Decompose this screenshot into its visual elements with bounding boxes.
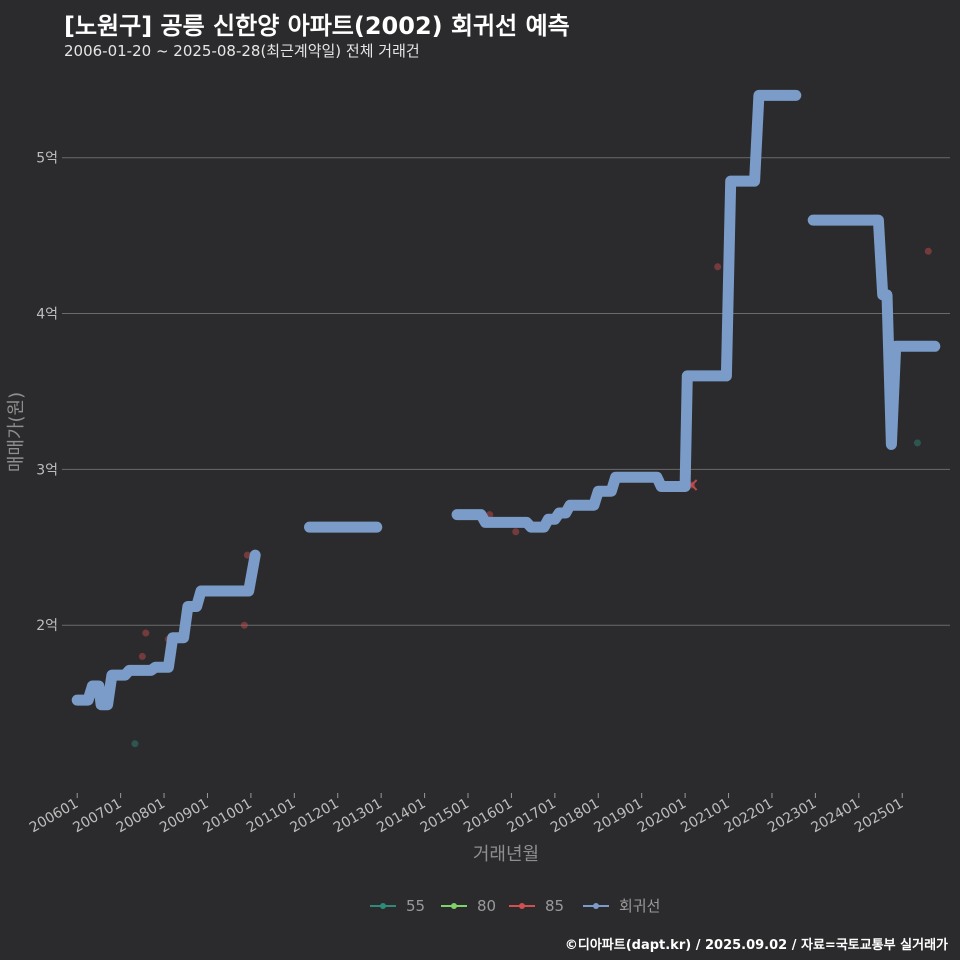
data-point-85 [512,528,520,536]
source-credit: ©디아파트(dapt.kr) / 2025.09.02 / 자료=국토교통부 실… [564,938,948,953]
x-tick-label: 201101 [244,796,298,837]
chart-title: [노원구] 공릉 신한양 아파트(2002) 회귀선 예측 [64,12,570,40]
regression-line-segment [807,214,941,450]
x-tick-label: 201301 [331,796,385,837]
x-tick-label: 201701 [505,796,559,837]
legend-label: 85 [545,897,564,915]
x-axis-ticks: 2006012007012008012009012010012011012012… [27,793,906,836]
legend-label: 55 [406,897,425,915]
x-tick-label: 202001 [635,796,689,837]
x-tick-label: 202501 [852,796,906,837]
y-tick-label: 4억 [36,307,58,323]
x-tick-label: 202201 [722,796,776,837]
x-tick-label: 201201 [287,796,341,837]
legend-label: 80 [477,897,496,915]
data-point-85 [714,263,722,271]
legend-swatch-dot [519,903,525,909]
x-axis-title: 거래년월 [473,844,539,865]
x-tick-label: 201901 [591,796,645,837]
data-point-55 [131,740,139,748]
legend-swatch-dot [593,903,599,909]
legend-swatch-dot [451,903,457,909]
data-point-85 [243,551,251,559]
y-tick-label: 5억 [36,151,58,167]
data-point-85 [924,247,932,255]
y-tick-label: 2억 [36,618,58,634]
x-tick-label: 202401 [809,796,863,837]
x-tick-label: 201501 [418,796,472,837]
legend-swatch-dot [380,903,386,909]
data-point-85 [138,652,146,660]
data-point-55 [913,439,921,447]
x-tick-label: 200801 [114,796,168,837]
x-tick-label: 201801 [548,796,602,837]
y-tick-label: 3억 [36,462,58,478]
data-point-85 [240,621,248,629]
x-tick-label: 202301 [765,796,819,837]
data-point-85 [142,629,150,637]
legend: 55 80 85 회귀선 [370,897,660,915]
x-tick-label: 200601 [27,796,81,837]
chart-subtitle: 2006-01-20 ~ 2025-08-28(최근계약일) 전체 거래건 [64,42,420,60]
regression-line [71,89,941,711]
regression-line-segment [451,89,802,533]
x-tick-label: 200701 [70,796,124,837]
x-tick-label: 201401 [374,796,428,837]
x-tick-label: 201001 [201,796,255,837]
regression-line-segment [71,549,261,711]
y-axis-ticks: 2억 3억 4억 5억 [36,151,58,635]
gridlines [62,157,950,626]
x-tick-label: 201601 [461,796,515,837]
x-tick-label: 200901 [157,796,211,837]
scatter-points [131,247,932,748]
legend-label: 회귀선 [619,897,660,915]
y-axis-title: 매매가(원) [6,392,27,472]
x-tick-label: 202101 [678,796,732,837]
